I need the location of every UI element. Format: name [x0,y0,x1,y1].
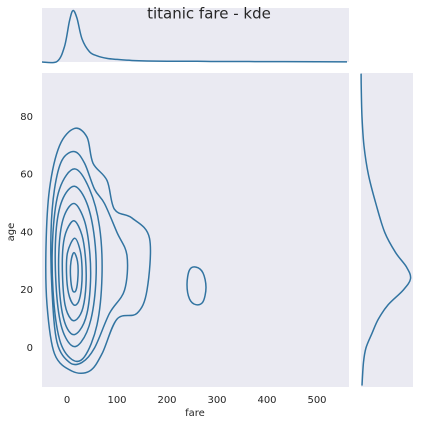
top-panel [42,8,349,62]
contour [69,251,79,293]
contour [51,168,103,363]
chart-title: titanic fare - kde [147,5,271,23]
contour [50,150,129,366]
x-tick-label: 500 [307,395,326,406]
x-tick-label: 300 [207,395,226,406]
contour [57,202,92,336]
contour [186,266,207,306]
right-panel [361,73,413,387]
x-axis-label: fare [185,408,205,419]
y-tick-label: 20 [20,285,33,296]
y-tick-label: 0 [27,343,33,354]
main-panel [42,73,349,387]
y-tick-label: 60 [20,170,33,181]
x-tick-label: 400 [257,395,276,406]
contour [54,185,97,348]
marginal-x-kde [41,9,348,64]
x-tick-label: 200 [157,395,176,406]
y-tick-label: 80 [20,112,33,123]
x-tick-label: 0 [64,395,70,406]
contour [45,127,152,375]
marginal-y-kde [360,73,412,386]
y-tick-label: 40 [20,227,33,238]
contour [61,220,87,322]
y-axis-label: age [6,223,17,242]
contour [65,237,83,306]
x-tick-label: 100 [107,395,126,406]
